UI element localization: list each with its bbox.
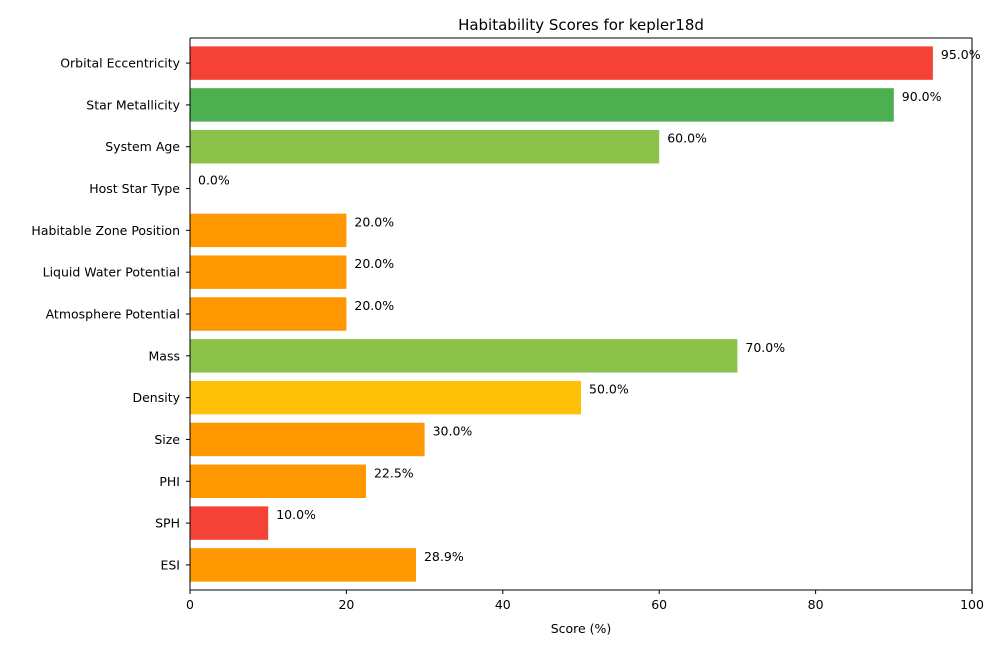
x-ticks-group: 0 20 40 60 80 100 — [186, 590, 984, 612]
bar-orbital-eccentricity — [190, 46, 933, 80]
x-tick-label: 40 — [495, 597, 511, 612]
bar-liquid-water-potential — [190, 255, 347, 289]
x-tick-label: 100 — [960, 597, 984, 612]
value-label: 60.0% — [667, 131, 707, 146]
value-label: 30.0% — [433, 423, 473, 438]
value-label: 20.0% — [354, 256, 394, 271]
y-ticks-group: ESI SPH PHI Size Density Mass Atmosphere Poten… — [31, 56, 190, 572]
x-tick-label: 20 — [338, 597, 354, 612]
value-label: 20.0% — [354, 214, 394, 229]
y-tick-label: Mass — [149, 348, 180, 363]
bar-size — [190, 422, 425, 457]
value-labels-group: 28.9% 10.0% 22.5% 30.0% 50.0% 70.0% 20.0% 20.0%… — [198, 47, 981, 564]
x-tick-label: 60 — [651, 597, 667, 612]
value-label: 22.5% — [374, 465, 414, 480]
bar-habitable-zone-position — [190, 213, 347, 248]
bar-sph — [190, 506, 269, 540]
y-tick-label: Host Star Type — [89, 181, 180, 196]
chart-title: Habitability Scores for kepler18d — [458, 16, 704, 34]
y-tick-label: System Age — [105, 139, 180, 154]
y-tick-label: SPH — [155, 516, 180, 531]
y-tick-label: Orbital Eccentricity — [60, 56, 180, 71]
x-tick-label: 80 — [808, 597, 824, 612]
bar-density — [190, 380, 581, 415]
y-tick-label: Liquid Water Potential — [43, 265, 180, 280]
bar-phi — [190, 464, 366, 498]
bar-atmosphere-potential — [190, 297, 347, 331]
bar-star-metallicity — [190, 88, 894, 122]
y-tick-label: PHI — [159, 474, 180, 489]
y-tick-label: Habitable Zone Position — [31, 223, 180, 238]
x-axis-label: Score (%) — [551, 621, 612, 636]
y-tick-label: Size — [154, 432, 180, 447]
value-label: 28.9% — [424, 549, 464, 564]
value-label: 10.0% — [276, 507, 316, 522]
y-tick-label: ESI — [160, 557, 180, 572]
x-tick-label: 0 — [186, 597, 194, 612]
value-label: 70.0% — [745, 340, 785, 355]
value-label: 0.0% — [198, 173, 230, 188]
value-label: 90.0% — [902, 89, 942, 104]
value-label: 50.0% — [589, 382, 629, 397]
y-tick-label: Star Metallicity — [86, 97, 180, 112]
axes-group — [189, 37, 973, 591]
value-label: 20.0% — [354, 298, 394, 313]
bar-system-age — [190, 130, 660, 164]
y-tick-label: Density — [132, 390, 180, 405]
bar-esi — [190, 548, 416, 582]
bars-group — [190, 46, 933, 582]
value-label: 95.0% — [941, 47, 981, 62]
y-tick-label: Atmosphere Potential — [46, 307, 180, 322]
bar-mass — [190, 339, 738, 373]
